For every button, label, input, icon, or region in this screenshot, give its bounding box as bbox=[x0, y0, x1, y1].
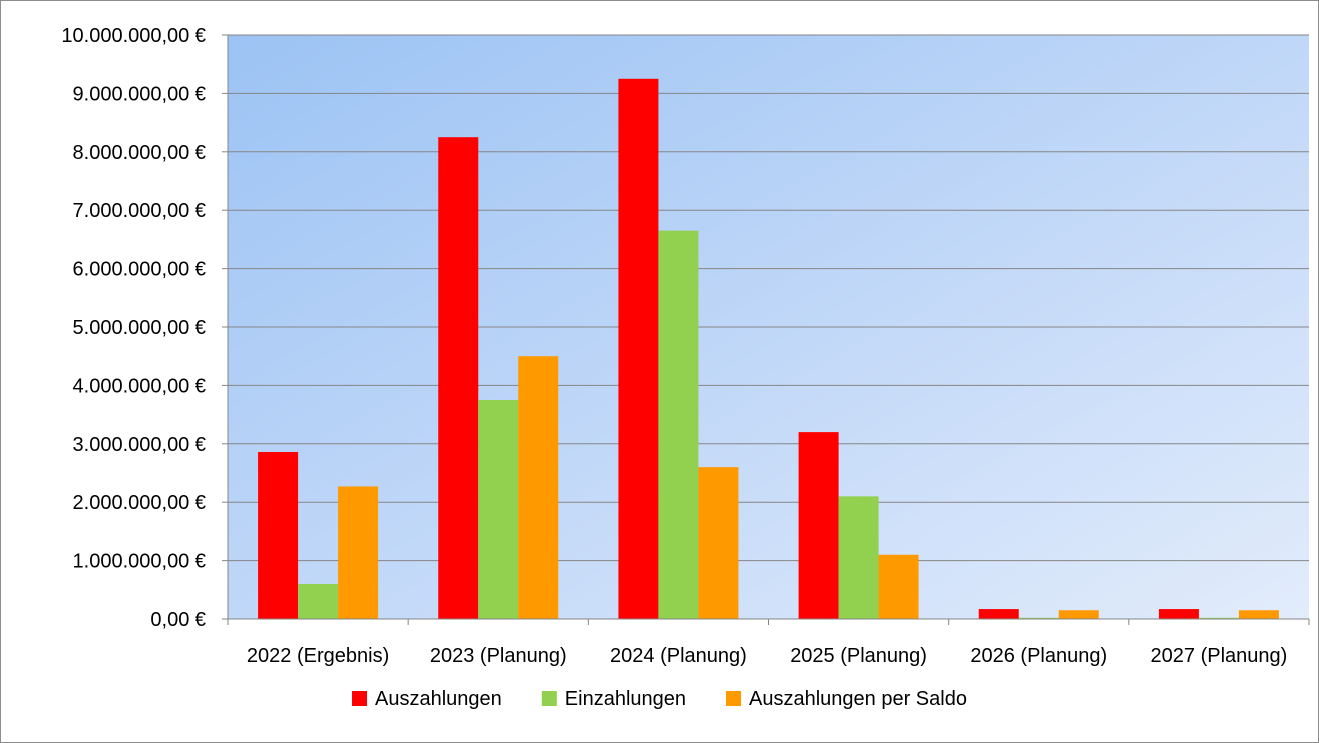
y-tick-label: 0,00 € bbox=[150, 609, 206, 631]
y-tick-label: 1.000.000,00 € bbox=[73, 551, 206, 573]
bar bbox=[838, 496, 879, 619]
x-tick-label: 2027 (Planung) bbox=[1151, 645, 1288, 667]
legend: Auszahlungen Einzahlungen Auszahlungen per… bbox=[352, 688, 967, 710]
y-tick-label: 9.000.000,00 € bbox=[73, 83, 206, 105]
x-tick-label: 2024 (Planung) bbox=[610, 645, 747, 667]
bar bbox=[1238, 610, 1279, 619]
legend-swatch bbox=[541, 691, 557, 706]
y-tick-label: 3.000.000,00 € bbox=[73, 434, 206, 456]
bar bbox=[258, 451, 299, 619]
bars bbox=[258, 78, 1279, 620]
legend-label: Einzahlungen bbox=[565, 688, 686, 710]
y-tick-label: 8.000.000,00 € bbox=[73, 142, 206, 164]
bar bbox=[1018, 617, 1059, 619]
legend-item: Auszahlungen per Saldo bbox=[726, 688, 967, 710]
x-tick-label: 2022 (Ergebnis) bbox=[247, 645, 389, 667]
legend-swatch bbox=[726, 691, 742, 706]
bar bbox=[298, 583, 339, 619]
y-tick-label: 5.000.000,00 € bbox=[73, 317, 206, 339]
legend-label: Auszahlungen bbox=[375, 688, 502, 710]
y-tick-label: 4.000.000,00 € bbox=[73, 375, 206, 397]
x-axis-tick-labels: 2022 (Ergebnis) 2023 (Planung) 2024 (Planu… bbox=[247, 645, 1287, 667]
bar bbox=[438, 137, 479, 619]
gridlines bbox=[228, 34, 1309, 562]
bar bbox=[878, 554, 919, 619]
bar bbox=[478, 400, 519, 619]
legend-swatch bbox=[352, 691, 368, 706]
y-tick-label: 6.000.000,00 € bbox=[73, 259, 206, 281]
bar bbox=[518, 356, 559, 619]
bar bbox=[658, 230, 699, 619]
bar bbox=[798, 432, 839, 619]
bar bbox=[1058, 610, 1099, 619]
bar bbox=[1158, 609, 1199, 619]
x-tick-label: 2026 (Planung) bbox=[970, 645, 1107, 667]
legend-label: Auszahlungen per Saldo bbox=[749, 688, 967, 710]
y-tick-label: 7.000.000,00 € bbox=[73, 200, 206, 222]
y-tick-label: 10.000.000,00 € bbox=[61, 25, 206, 47]
bar bbox=[1198, 617, 1239, 619]
x-tick-label: 2023 (Planung) bbox=[430, 645, 567, 667]
y-tick-label: 2.000.000,00 € bbox=[73, 492, 206, 514]
x-tick-label: 2025 (Planung) bbox=[790, 645, 927, 667]
y-axis-tick-labels: 0,00 € 1.000.000,00 € 2.000.000,00 € 3.000.… bbox=[61, 25, 206, 631]
bar bbox=[618, 78, 659, 620]
legend-item: Auszahlungen bbox=[352, 688, 502, 710]
legend-item: Einzahlungen bbox=[541, 688, 686, 710]
bar bbox=[698, 467, 739, 619]
bar bbox=[978, 609, 1019, 619]
bar bbox=[338, 486, 379, 619]
axes bbox=[222, 34, 1310, 625]
